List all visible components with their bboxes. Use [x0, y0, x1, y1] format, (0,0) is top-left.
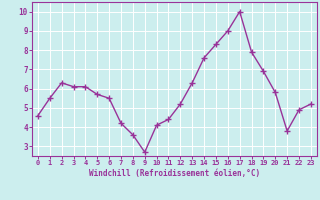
X-axis label: Windchill (Refroidissement éolien,°C): Windchill (Refroidissement éolien,°C): [89, 169, 260, 178]
